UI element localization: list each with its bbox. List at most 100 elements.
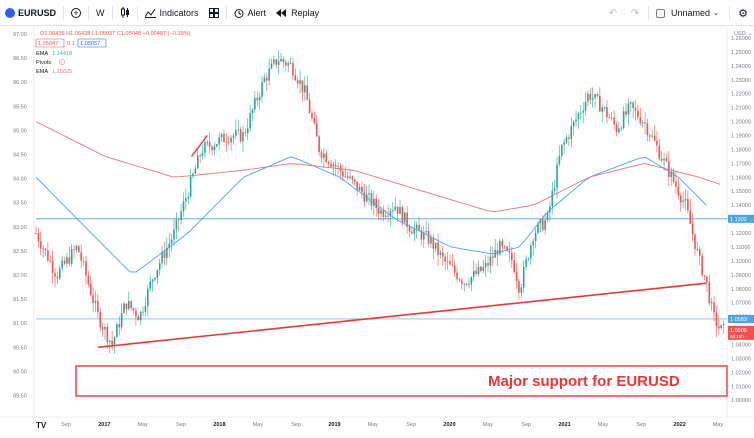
candle-down: [387, 215, 389, 217]
indicators-button[interactable]: Indicators: [140, 0, 204, 26]
left-axis-tick-label: 93.00: [13, 225, 27, 231]
left-axis-tick-label: 91.50: [13, 297, 27, 303]
left-axis-tick-label: 93.50: [13, 201, 27, 207]
candle-up: [206, 142, 209, 143]
candle-up: [204, 142, 206, 153]
candle-down: [325, 153, 328, 163]
candle-down: [518, 281, 520, 293]
price-chart[interactable]: 97.00 96.50 96.00 95.50 95.00 94.50 94.00 93.50…: [0, 27, 754, 438]
hline-price-tag-label: 1.1302: [730, 217, 747, 223]
candle-up: [622, 111, 625, 128]
candle-down: [437, 242, 439, 255]
candle-up: [446, 261, 449, 263]
candle-down: [475, 270, 477, 274]
undo-button[interactable]: ↶: [602, 0, 624, 26]
candle-down: [125, 303, 128, 310]
candle-up: [629, 102, 632, 104]
redo-button[interactable]: ↷: [624, 0, 646, 26]
candle-up: [563, 142, 565, 145]
support-trendline[interactable]: [98, 282, 707, 349]
time-axis-tick-label: Sep: [176, 422, 186, 428]
templates-button[interactable]: [204, 0, 224, 26]
alert-button[interactable]: Alert: [229, 0, 272, 26]
candle-down: [132, 308, 135, 311]
toolbar-divider: [136, 5, 138, 20]
settings-button[interactable]: ⚙: [732, 0, 754, 26]
support-rectangle[interactable]: [75, 365, 728, 397]
left-axis-tick-label: 96.50: [13, 56, 27, 62]
candle-up: [682, 200, 684, 203]
candle-down: [703, 275, 706, 277]
time-axis-tick-label: Sep: [291, 422, 301, 428]
ohlc-values: O1.06436 H1.06438 L1.05037 C1.05048 −0.0…: [40, 31, 191, 37]
candle-down: [717, 326, 720, 329]
candle-down: [606, 107, 608, 118]
chart-pane[interactable]: 97.00 96.50 96.00 95.50 95.00 94.50 94.00 93.50…: [0, 27, 754, 438]
candle-down: [54, 272, 56, 277]
ema2-label[interactable]: EMA: [36, 69, 48, 75]
interval-button[interactable]: W: [91, 0, 110, 26]
candle-up: [230, 137, 232, 143]
candle-up: [258, 96, 261, 101]
right-axis-tick-label: 1.19000: [731, 133, 751, 139]
time-axis[interactable]: Sep 2017 May Sep 2018 May Sep 2019 May Sep 2020 May…: [61, 422, 723, 428]
layout-button[interactable]: Unnamed ⌄: [651, 0, 727, 26]
candle-up: [434, 242, 437, 249]
small-trendline[interactable]: [190, 135, 208, 157]
right-axis-tick-label: 1.18000: [731, 147, 751, 153]
candle-up: [618, 128, 620, 133]
candle-up: [216, 144, 218, 147]
plus-circle-icon: +: [71, 7, 82, 18]
candle-up: [389, 211, 392, 216]
left-price-axis[interactable]: 97.00 96.50 96.00 95.50 95.00 94.50 94.00 93.50…: [13, 32, 27, 400]
candle-up: [582, 110, 584, 113]
candle-up: [237, 129, 240, 131]
time-axis-tick-label: 2020: [443, 422, 455, 428]
candle-up: [720, 324, 722, 329]
support-label[interactable]: Major support for EURUSD: [488, 373, 680, 390]
compare-add-button[interactable]: +: [66, 0, 86, 26]
candle-up: [530, 245, 532, 259]
candle-up: [368, 193, 370, 195]
candle-down: [118, 324, 121, 328]
replay-button[interactable]: Replay: [271, 0, 324, 26]
candle-down: [106, 327, 109, 342]
candle-down: [330, 163, 332, 167]
candle-up: [591, 98, 594, 100]
candle-down: [361, 186, 363, 193]
candle-up: [651, 135, 653, 137]
axis-unit-label[interactable]: USD: [734, 31, 746, 37]
support-annotation[interactable]: Major support for EURUSD: [75, 365, 728, 397]
bid-price: 1.05047: [38, 41, 58, 47]
pivots-warning-icon[interactable]: [59, 59, 65, 65]
candle-down: [708, 282, 711, 304]
chart-type-button[interactable]: [115, 0, 135, 26]
right-axis-tick-label: 1.12000: [731, 231, 751, 237]
ask-box[interactable]: [77, 38, 107, 48]
candle-down: [634, 108, 637, 111]
pivots-label[interactable]: Pivots: [36, 60, 51, 66]
current-hline-tag-box: [728, 314, 754, 323]
ema-blue-line[interactable]: [35, 156, 707, 273]
candle-down: [511, 252, 513, 261]
bid-box[interactable]: [35, 38, 65, 48]
chart-grid: [0, 27, 754, 418]
candle-down: [461, 280, 463, 284]
chevron-down-icon[interactable]: ⌄: [748, 31, 753, 37]
candle-down: [275, 59, 278, 65]
grid-icon: [208, 7, 219, 18]
candle-down: [223, 133, 225, 143]
drawings[interactable]: [98, 135, 707, 349]
candle-down: [97, 300, 99, 313]
ema-red-line[interactable]: [35, 121, 721, 213]
candle-up: [323, 153, 325, 158]
candle-down: [37, 233, 40, 242]
candle-up: [430, 237, 432, 244]
candle-up: [220, 133, 223, 138]
ema1-label[interactable]: EMA: [36, 51, 48, 57]
symbol-search-button[interactable]: EURUSD: [0, 0, 61, 26]
time-axis-tick-label: 2021: [558, 422, 570, 428]
current-hline-tag-label: 1.0583: [730, 317, 747, 323]
candle-up: [575, 119, 577, 122]
